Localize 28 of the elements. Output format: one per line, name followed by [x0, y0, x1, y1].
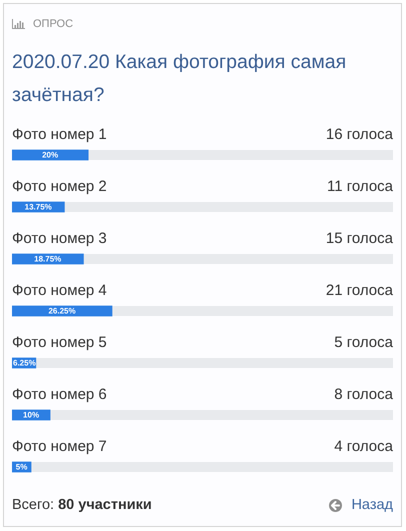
text: Всего:	[12, 497, 54, 513]
data-label: 6.25%	[13, 358, 36, 368]
y-tick-label: Фото номер 7	[12, 438, 107, 456]
chart-title: 2020.07.20 Какая фотография самая зачётная?	[12, 50, 348, 108]
text: 80 участники	[58, 497, 152, 513]
bar	[12, 254, 84, 264]
annotation: 11 голоса	[327, 178, 394, 196]
y-tick-label: Фото номер 6	[12, 386, 107, 404]
y-tick-label: Фото номер 4	[12, 282, 107, 300]
data-label: 10%	[23, 410, 40, 420]
data-label: 13.75%	[24, 202, 52, 212]
y-tick-label: Фото номер 5	[12, 334, 107, 352]
text: ОПРОС	[33, 18, 74, 30]
annotation: 21 голоса	[326, 282, 394, 300]
annotation: 16 голоса	[326, 126, 394, 144]
annotation: 4 голоса	[334, 438, 394, 456]
y-tick-label: Фото номер 3	[12, 230, 107, 248]
data-label: 20%	[42, 150, 58, 160]
data-label: 5%	[16, 462, 28, 472]
y-tick-label: Фото номер 2	[12, 178, 107, 196]
annotation: 5 голоса	[334, 334, 394, 352]
annotation: 15 голоса	[326, 230, 394, 248]
bar	[12, 150, 89, 160]
annotation: 8 голоса	[334, 386, 394, 404]
data-label: 18.75%	[34, 254, 62, 264]
data-label: 26.25%	[48, 306, 76, 316]
y-tick-label: Фото номер 1	[12, 126, 107, 144]
text: Назад	[351, 497, 393, 513]
